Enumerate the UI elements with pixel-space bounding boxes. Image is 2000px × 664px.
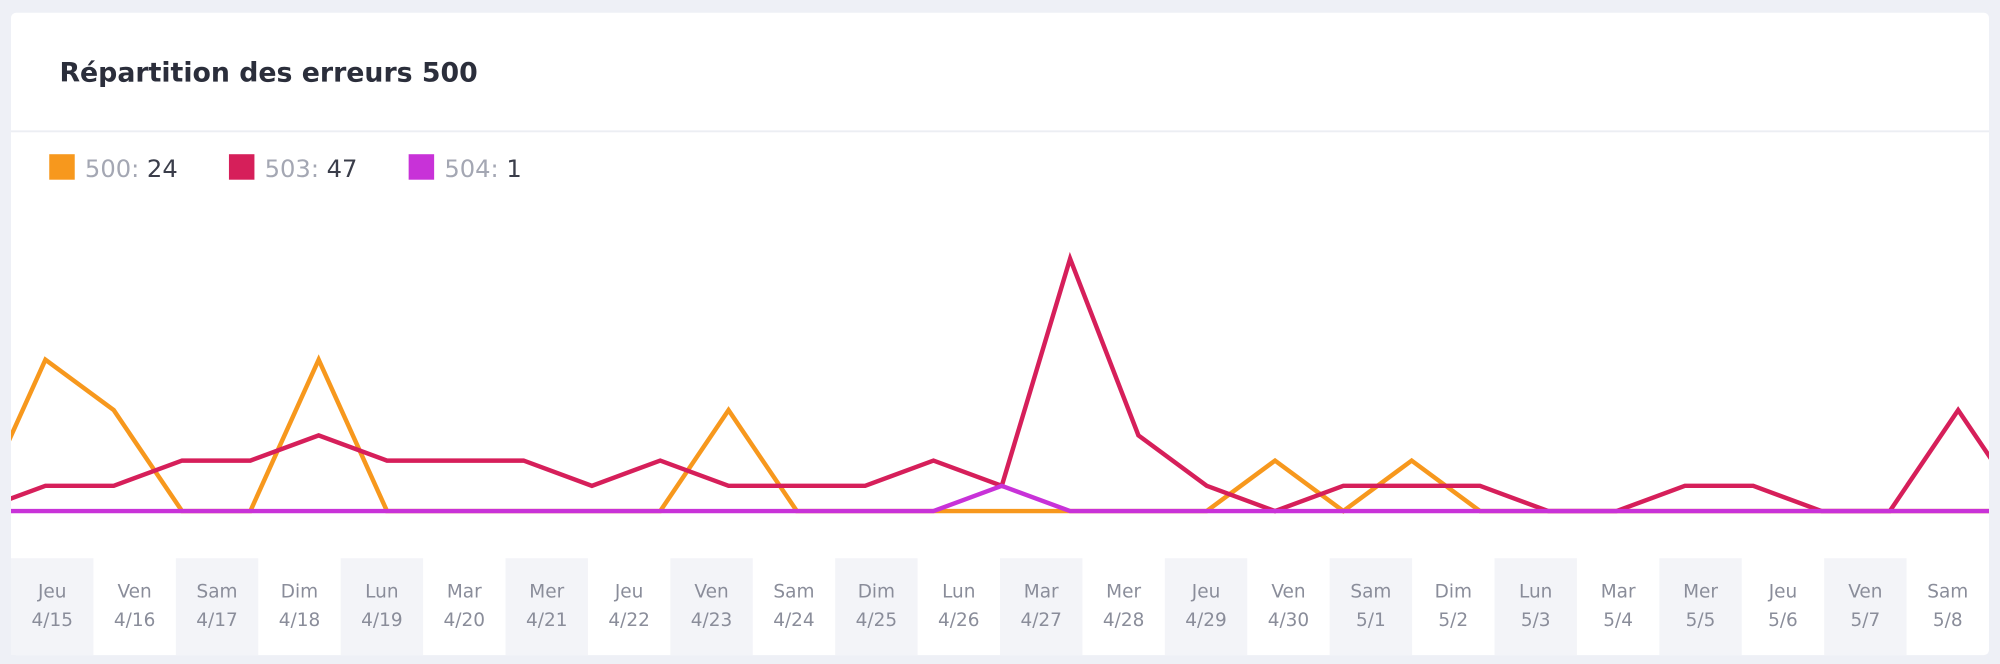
day-column <box>11 558 94 656</box>
day-column <box>1824 558 1907 656</box>
date-label: 5/2 <box>1438 610 1468 631</box>
date-label: 4/25 <box>856 610 897 631</box>
day-label: Lun <box>365 582 398 603</box>
day-column <box>1000 558 1083 656</box>
day-label: Sam <box>1350 582 1391 603</box>
date-label: 5/1 <box>1356 610 1386 631</box>
day-column <box>340 558 424 656</box>
date-label: 4/19 <box>361 610 402 631</box>
day-label: Sam <box>773 582 814 603</box>
day-label: Mar <box>1601 582 1636 603</box>
legend-text: 500: 24 <box>85 155 178 183</box>
date-label: 4/23 <box>691 610 732 631</box>
date-label: 5/5 <box>1686 610 1716 631</box>
date-label: 4/22 <box>608 610 649 631</box>
legend-swatch <box>408 154 435 180</box>
day-label: Dim <box>1435 582 1472 603</box>
legend-total: 1 <box>506 155 521 183</box>
date-label: 4/18 <box>279 610 320 631</box>
date-label: 4/21 <box>526 610 567 631</box>
day-column <box>835 558 918 656</box>
day-label: Ven <box>117 582 151 603</box>
date-label: 4/15 <box>31 610 72 631</box>
legend-item[interactable]: 504: 1 <box>408 154 522 183</box>
day-column <box>175 558 259 656</box>
legend-name: 503 <box>265 155 311 183</box>
day-label: Mer <box>1683 582 1718 603</box>
date-label: 4/29 <box>1185 610 1226 631</box>
date-label: 4/30 <box>1268 610 1309 631</box>
day-label: Ven <box>1271 582 1305 603</box>
legend-total: 24 <box>147 155 178 183</box>
legend-item[interactable]: 500: 24 <box>49 154 178 183</box>
day-label: Ven <box>1848 582 1882 603</box>
day-label: Dim <box>281 582 318 603</box>
day-column <box>1164 558 1248 656</box>
day-label: Sam <box>197 582 238 603</box>
series-line <box>11 483 1989 514</box>
legend-swatch <box>49 154 75 180</box>
day-column <box>670 558 753 656</box>
legend-text: 504: 1 <box>444 155 521 183</box>
date-label: 5/3 <box>1521 610 1551 631</box>
date-label: 5/6 <box>1768 610 1798 631</box>
date-label: 4/26 <box>938 610 979 631</box>
day-label: Jeu <box>614 582 644 603</box>
legend-name: 504 <box>444 155 490 183</box>
card <box>11 12 1989 656</box>
date-label: 4/20 <box>444 610 485 631</box>
day-label: Mar <box>1024 582 1059 603</box>
day-label: Lun <box>1519 582 1552 603</box>
day-column <box>1494 558 1577 656</box>
day-label: Mar <box>447 582 482 603</box>
legend-swatch <box>228 154 255 180</box>
day-label: Mer <box>1106 582 1141 603</box>
date-label: 5/4 <box>1603 610 1633 631</box>
legend-name: 500 <box>85 155 131 183</box>
legend-text: 503: 47 <box>265 155 358 183</box>
legend: 500: 24 503: 47 504: 1 <box>49 154 522 183</box>
date-label: 4/27 <box>1020 610 1061 631</box>
day-column <box>505 558 588 656</box>
date-label: 5/7 <box>1850 610 1880 631</box>
day-label: Jeu <box>37 582 67 603</box>
day-label: Ven <box>694 582 728 603</box>
day-column <box>1659 558 1742 656</box>
date-label: 5/8 <box>1933 610 1963 631</box>
legend-item[interactable]: 503: 47 <box>228 154 358 183</box>
day-column <box>1329 558 1413 656</box>
day-label: Jeu <box>1191 582 1221 603</box>
day-label: Dim <box>858 582 895 603</box>
date-label: 4/17 <box>196 610 237 631</box>
plot <box>11 251 1989 514</box>
legend-total: 47 <box>327 155 358 183</box>
date-label: 4/28 <box>1103 610 1144 631</box>
day-label: Lun <box>942 582 975 603</box>
date-label: 4/16 <box>114 610 155 631</box>
widget-title: Répartition des erreurs 500 <box>59 58 477 89</box>
date-label: 4/24 <box>773 610 814 631</box>
x-axis: Jeu 4/15 Ven 4/16 Sam 4/17 Dim 4/18 Lun 4/19 Mar 4/… <box>11 558 1968 656</box>
day-label: Jeu <box>1768 582 1798 603</box>
day-label: Mer <box>529 582 564 603</box>
day-label: Sam <box>1927 582 1968 603</box>
